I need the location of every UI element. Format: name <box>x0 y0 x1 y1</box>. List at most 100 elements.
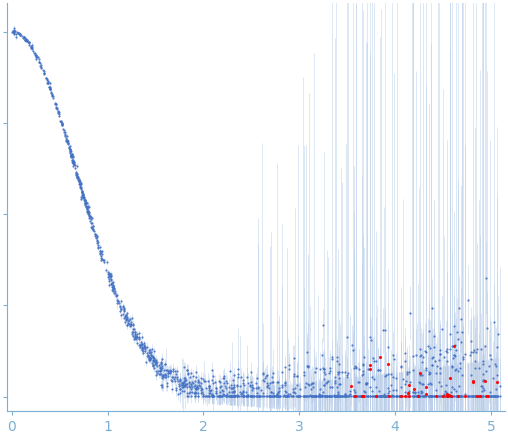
Point <box>10 24 18 31</box>
Point <box>184 380 193 387</box>
Point <box>205 387 213 394</box>
Point <box>308 393 316 400</box>
Point <box>51 101 59 108</box>
Point <box>16 31 24 38</box>
Point <box>341 393 350 400</box>
Point <box>323 393 331 400</box>
Point <box>199 375 207 382</box>
Point <box>98 248 106 255</box>
Point <box>432 393 440 400</box>
Point <box>247 393 256 400</box>
Point <box>364 393 372 400</box>
Point <box>247 384 256 391</box>
Point <box>485 362 493 369</box>
Point <box>350 393 358 400</box>
Point <box>320 365 328 372</box>
Point <box>272 393 280 400</box>
Point <box>450 343 458 350</box>
Point <box>109 279 117 286</box>
Point <box>321 393 329 400</box>
Point <box>183 366 191 373</box>
Point <box>275 393 283 400</box>
Point <box>397 364 405 371</box>
Point <box>326 383 334 390</box>
Point <box>304 363 312 370</box>
Point <box>62 138 70 145</box>
Point <box>247 368 255 375</box>
Point <box>230 393 238 400</box>
Point <box>426 392 434 399</box>
Point <box>362 381 370 388</box>
Point <box>108 279 116 286</box>
Point <box>393 393 401 400</box>
Point <box>91 232 99 239</box>
Point <box>370 393 378 400</box>
Point <box>255 393 263 400</box>
Point <box>455 383 463 390</box>
Point <box>380 393 389 400</box>
Point <box>127 321 135 328</box>
Point <box>158 383 166 390</box>
Point <box>362 393 370 400</box>
Point <box>122 316 130 323</box>
Point <box>77 183 85 190</box>
Point <box>289 389 297 396</box>
Point <box>490 393 498 400</box>
Point <box>457 393 465 400</box>
Point <box>477 393 485 400</box>
Point <box>260 393 268 400</box>
Point <box>418 380 426 387</box>
Point <box>350 393 358 400</box>
Point <box>202 392 210 399</box>
Point <box>270 393 278 400</box>
Point <box>426 393 434 400</box>
Point <box>194 385 202 392</box>
Point <box>216 379 224 386</box>
Point <box>80 194 88 201</box>
Point <box>450 352 458 359</box>
Point <box>344 369 352 376</box>
Point <box>149 354 157 361</box>
Point <box>101 259 109 266</box>
Point <box>376 393 384 400</box>
Point <box>115 303 123 310</box>
Point <box>74 174 82 181</box>
Point <box>341 368 349 375</box>
Point <box>197 387 205 394</box>
Point <box>208 393 216 400</box>
Point <box>312 393 320 400</box>
Point <box>393 393 401 400</box>
Point <box>69 153 77 160</box>
Point <box>440 393 449 400</box>
Point <box>393 393 401 400</box>
Point <box>396 393 404 400</box>
Point <box>28 45 36 52</box>
Point <box>139 347 147 354</box>
Point <box>10 29 18 36</box>
Point <box>471 393 480 400</box>
Point <box>161 361 169 368</box>
Point <box>43 76 51 83</box>
Point <box>92 236 101 243</box>
Point <box>363 380 371 387</box>
Point <box>345 393 353 400</box>
Point <box>368 354 376 361</box>
Point <box>158 364 167 371</box>
Point <box>459 356 467 363</box>
Point <box>348 342 356 349</box>
Point <box>481 343 489 350</box>
Point <box>416 352 424 359</box>
Point <box>376 366 384 373</box>
Point <box>254 384 262 391</box>
Point <box>265 385 273 392</box>
Point <box>203 393 211 400</box>
Point <box>20 33 28 40</box>
Point <box>321 393 329 400</box>
Point <box>405 309 414 316</box>
Point <box>237 374 245 381</box>
Point <box>121 319 130 326</box>
Point <box>273 378 281 385</box>
Point <box>242 388 250 395</box>
Point <box>83 205 91 212</box>
Point <box>433 393 441 400</box>
